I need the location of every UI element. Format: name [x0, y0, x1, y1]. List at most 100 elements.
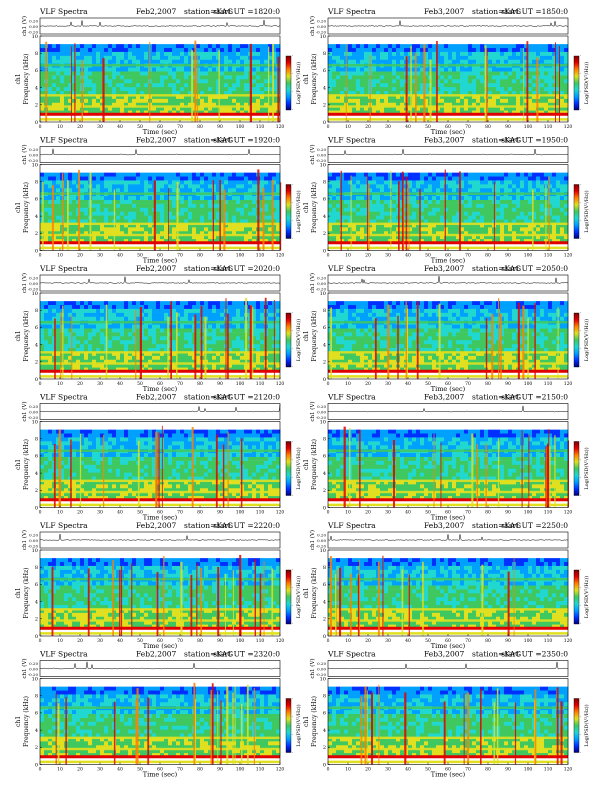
spectrogram-cell — [180, 215, 185, 220]
spectrogram-cell — [544, 51, 549, 56]
spectrogram-cell — [488, 71, 493, 76]
spectrogram-cell — [196, 59, 201, 64]
spectrogram-cell — [440, 211, 445, 216]
spectrogram-cell — [164, 43, 169, 49]
spectrogram-cell — [400, 106, 405, 111]
spectrogram-cell — [360, 51, 365, 56]
spectrogram-cell — [204, 168, 209, 173]
spectrogram-cell — [140, 180, 145, 185]
spectrogram-cell — [564, 39, 569, 45]
spectrogram-cell — [352, 36, 357, 41]
spectrogram-cell — [168, 75, 173, 80]
spectrogram-cell — [432, 172, 437, 177]
spectrogram-cell — [364, 71, 369, 76]
spectrogram-cell — [376, 106, 381, 111]
spectrogram-cell — [228, 71, 233, 76]
spectrogram-cell — [64, 59, 69, 64]
spectrogram-cell — [60, 106, 65, 111]
spectrogram-cell — [72, 98, 77, 103]
spectrogram-cell — [188, 82, 193, 88]
spectrogram-cell — [264, 43, 269, 49]
spectrogram-cell — [412, 47, 417, 52]
spectrogram-cell — [336, 106, 341, 111]
spectrogram-cell — [268, 79, 273, 84]
spectrogram-cell — [92, 199, 97, 204]
spectrogram-cell — [532, 59, 537, 64]
spectrogram-cell — [132, 187, 137, 193]
spectrogram-cell — [156, 94, 161, 99]
spectrogram-cell — [464, 67, 469, 72]
sferic-line — [345, 44, 347, 122]
spectrogram-cell — [244, 203, 249, 208]
spectrogram-cell — [124, 86, 129, 92]
spectrogram-cell — [516, 199, 521, 204]
spectrogram-cell — [340, 55, 345, 60]
spectrogram-cell — [56, 187, 61, 193]
spectrogram-cell — [452, 230, 457, 236]
spectrogram-cell — [252, 98, 257, 103]
spectrogram-cell — [208, 168, 213, 173]
spectrogram-cell — [120, 55, 125, 60]
spectrogram-cell — [196, 36, 201, 41]
spectrogram-cell — [340, 211, 345, 216]
spectrogram-cell — [44, 227, 49, 232]
spectrogram-cell — [232, 86, 237, 92]
spectrogram-cell — [260, 43, 265, 49]
spectrogram-cell — [512, 43, 517, 49]
spectrogram-cell — [536, 223, 541, 228]
spectrogram-cell — [256, 51, 261, 56]
spectrogram-cell — [532, 67, 537, 72]
spectrogram-cell — [252, 187, 257, 193]
spectrogram-cell — [248, 207, 253, 212]
spectrogram-cell — [408, 203, 413, 208]
spectrogram-cell — [392, 219, 397, 224]
spectrogram-cell — [208, 90, 213, 95]
spectrogram-cell — [64, 36, 69, 41]
spectrogram-cell — [156, 86, 161, 92]
spectrogram-cell — [420, 211, 425, 216]
spectrogram-cell — [476, 215, 481, 220]
spectrogram-cell — [372, 86, 377, 92]
time-tick-label: 40 — [117, 253, 123, 259]
colorbar-tick-label: - — [292, 54, 294, 58]
spectrogram-cell — [120, 51, 125, 56]
freq-axis-label: Frequency (kHz) — [23, 53, 30, 104]
spectrogram-cell — [96, 207, 101, 212]
spectrogram-cell — [464, 102, 469, 107]
spectrogram-cell — [44, 36, 49, 41]
spectrogram-cell — [476, 207, 481, 212]
spectrogram-cell — [144, 82, 149, 88]
spectrogram-cell — [156, 215, 161, 220]
spectrogram-cell — [488, 86, 493, 92]
spectrogram-cell — [488, 199, 493, 204]
spectrogram-cell — [144, 94, 149, 99]
spectrogram-cell — [140, 102, 145, 107]
spectrogram-cell — [200, 219, 205, 224]
spectrogram-cell — [264, 199, 269, 204]
spectrogram-cell — [40, 39, 45, 45]
spectrogram-cell — [228, 176, 233, 181]
spectrogram-cell — [336, 47, 341, 52]
spectrogram-cell — [564, 184, 569, 189]
spectrogram-cell — [272, 230, 277, 236]
time-tick-label: 80 — [197, 253, 203, 259]
spectrogram-cell — [124, 90, 129, 95]
spectrogram-cell — [432, 98, 437, 103]
spectrogram-cell — [472, 203, 477, 208]
spectrogram-cell — [532, 36, 537, 41]
spectrogram-cell — [88, 67, 93, 72]
spectrogram-cell — [204, 234, 209, 240]
spectrogram-cell — [148, 168, 153, 173]
spectrogram-cell — [476, 59, 481, 64]
spectrogram-cell — [492, 106, 497, 111]
spectrogram-cell — [524, 230, 529, 236]
spectrogram-cell — [532, 168, 537, 173]
spectrogram-cell — [168, 168, 173, 173]
spectrogram-cell — [368, 234, 373, 240]
spectrogram-cell — [84, 184, 89, 189]
spectrogram-cell — [216, 227, 221, 232]
spectrogram-cell — [380, 211, 385, 216]
spectrogram-cell — [92, 106, 97, 111]
spectrogram-cell — [232, 59, 237, 64]
spectrogram-cell — [52, 238, 57, 243]
